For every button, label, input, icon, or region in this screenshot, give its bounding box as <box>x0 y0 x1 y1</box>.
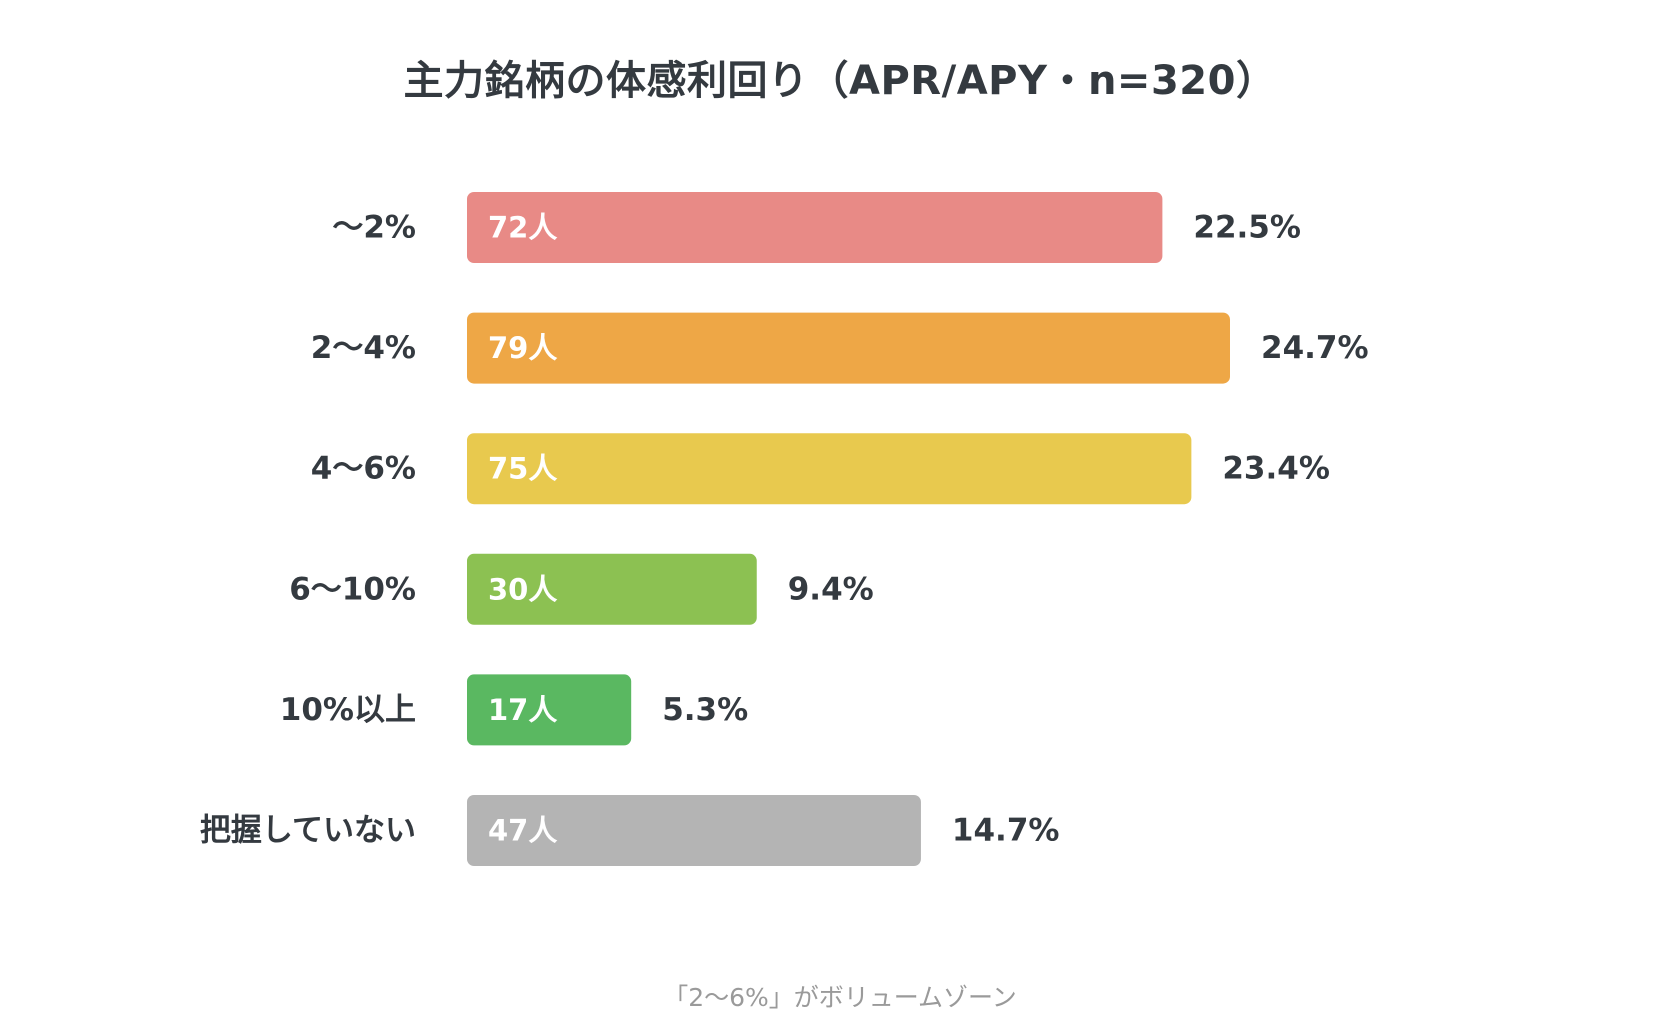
bar-count-label: 47人 <box>488 814 557 848</box>
bar-count-label: 75人 <box>488 452 557 486</box>
bar <box>467 312 1230 384</box>
category-label: 把握していない <box>200 813 416 849</box>
bar-count-label: 72人 <box>488 211 557 245</box>
chart-footnote: 「2～6%」がボリュームゾーン <box>663 983 1017 1012</box>
bar <box>467 674 632 746</box>
bar <box>467 192 1163 263</box>
bar-percent-label: 14.7% <box>952 813 1060 849</box>
bar-count-label: 79人 <box>488 331 557 365</box>
bar-percent-label: 23.4% <box>1222 451 1330 487</box>
bar <box>467 433 1192 505</box>
bar-percent-label: 9.4% <box>788 571 874 607</box>
bar-count-label: 17人 <box>488 693 557 727</box>
category-label: 6～10% <box>289 571 416 607</box>
category-label: ～2% <box>332 210 416 246</box>
bar-percent-label: 5.3% <box>662 692 748 728</box>
bar <box>467 553 757 625</box>
bar-percent-label: 22.5% <box>1193 210 1301 246</box>
bar-percent-label: 24.7% <box>1261 330 1369 366</box>
bar-count-label: 30人 <box>488 572 557 606</box>
category-label: 2～4% <box>311 330 416 366</box>
category-label: 4～6% <box>311 451 416 487</box>
chart-title: 主力銘柄の体感利回り（APR/APY・n=320） <box>403 58 1277 104</box>
category-label: 10%以上 <box>280 692 416 728</box>
bar <box>467 795 921 866</box>
